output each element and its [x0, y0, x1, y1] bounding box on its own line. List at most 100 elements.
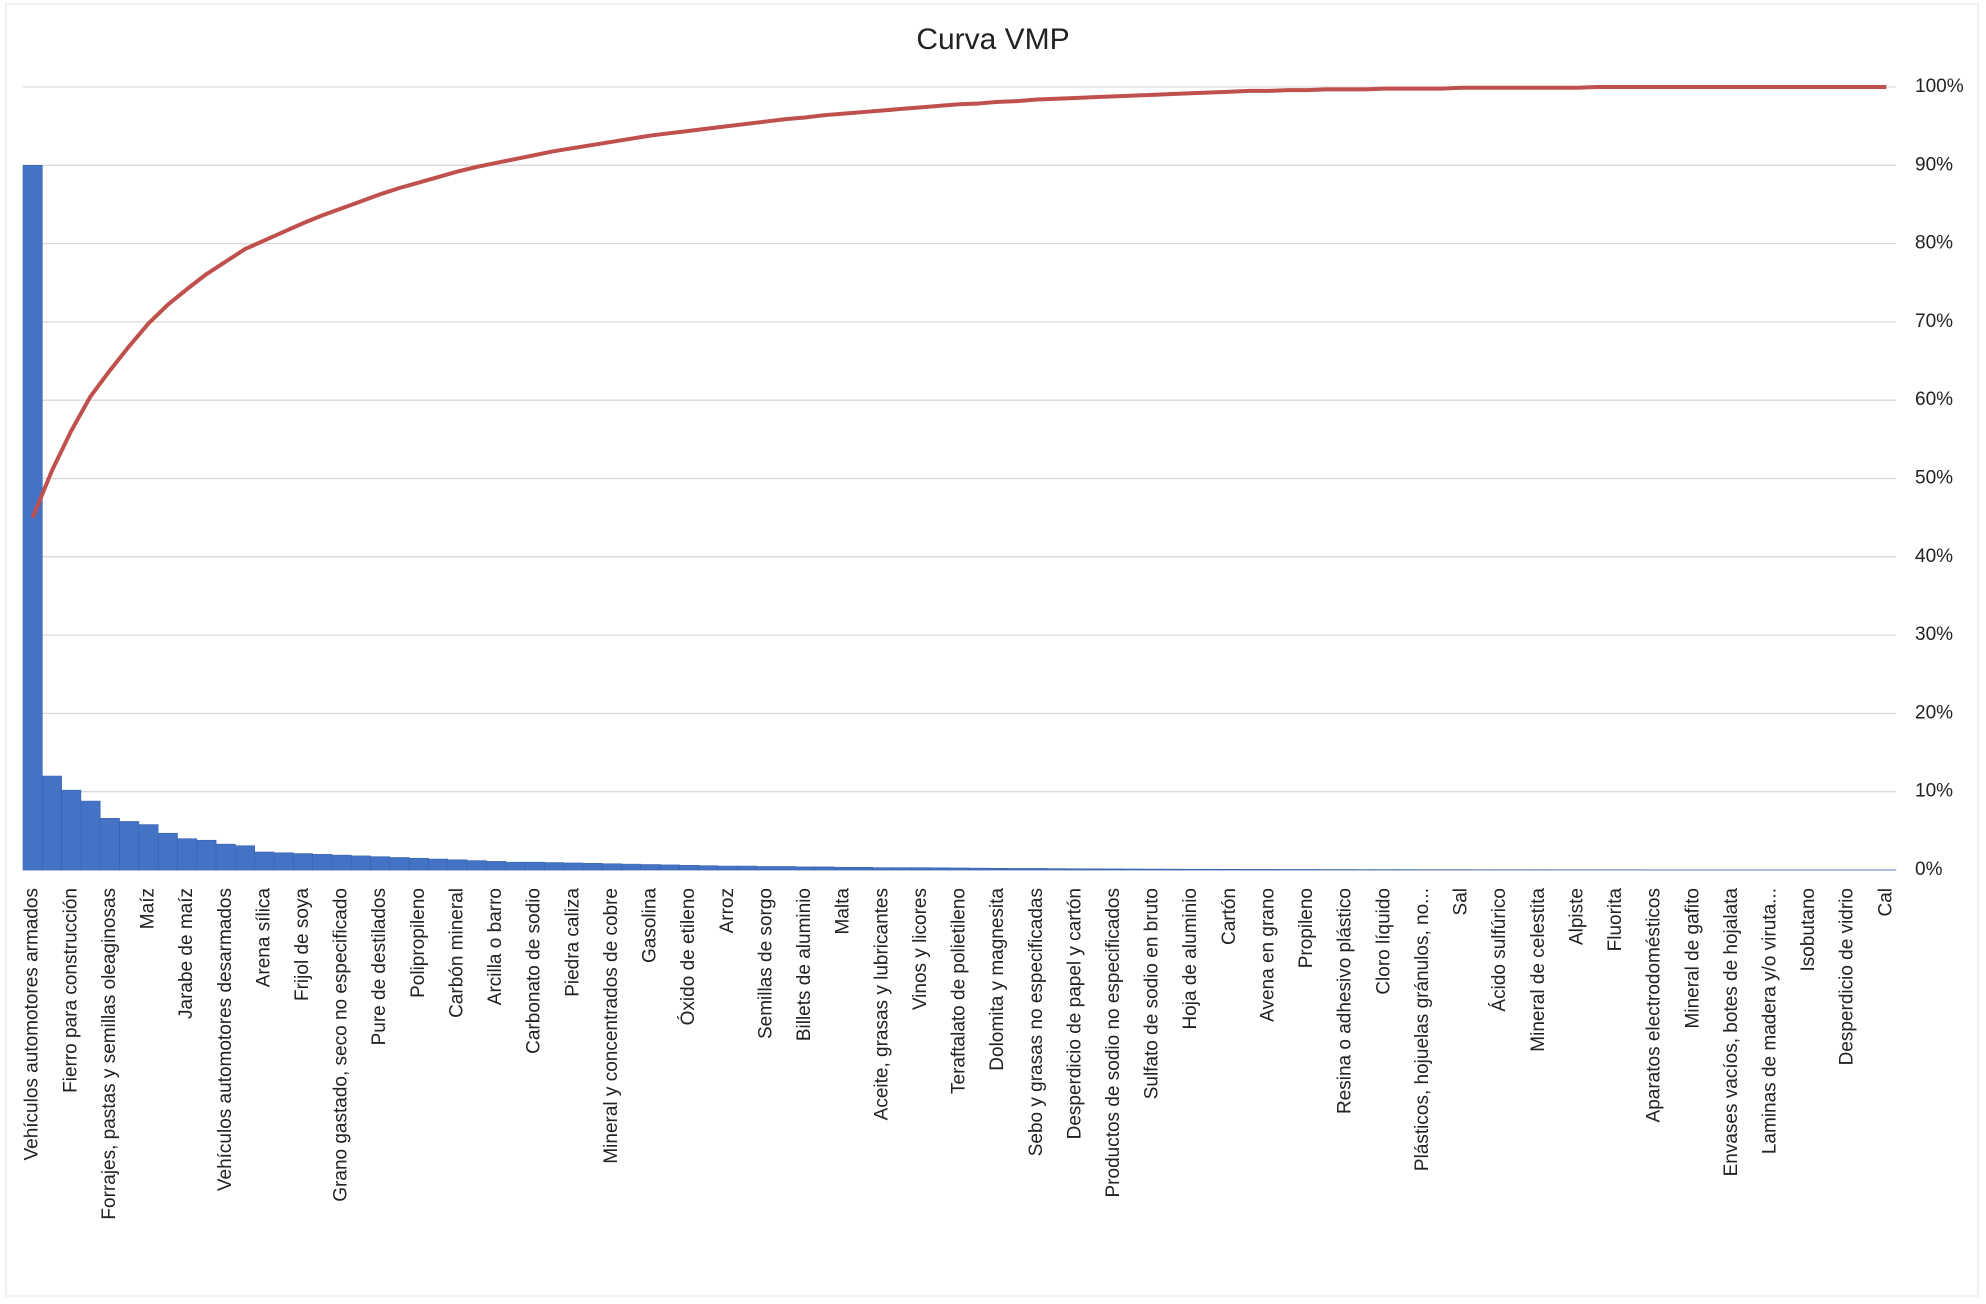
x-tick-label: Laminas de madera y/o viruta...: [1760, 888, 1781, 1154]
x-tick-label: Mineral de celestita: [1528, 888, 1549, 1052]
x-tick-label: Resina o adhesivo plástico: [1335, 888, 1356, 1114]
bar: [640, 864, 661, 871]
bar: [196, 839, 217, 871]
bar: [215, 843, 236, 871]
y-tick-label: 30%: [1915, 624, 1953, 645]
bar: [1046, 868, 1067, 871]
x-tick-label: Jarabe de maíz: [176, 888, 197, 1019]
x-tick-label: Arroz: [717, 888, 738, 933]
x-tick-label: Plásticos, hojuelas gránulos, no...: [1412, 888, 1433, 1171]
x-tick-label: Cartón: [1219, 888, 1240, 945]
bar: [563, 862, 584, 871]
x-tick-label: Forrajes, pastas y semillas oleaginosas: [99, 888, 120, 1220]
y-tick-label: 80%: [1915, 233, 1953, 254]
bar: [891, 867, 912, 871]
x-tick-label: Pure de destilados: [369, 888, 390, 1045]
bar: [988, 867, 1009, 871]
bar: [1026, 868, 1047, 871]
bar: [582, 863, 603, 871]
x-tick-label: Aparatos electrodomésticos: [1644, 888, 1665, 1122]
x-tick-label: Cal: [1875, 888, 1896, 917]
y-tick-label: 20%: [1915, 702, 1953, 723]
x-tick-label: Mineral de gafito: [1682, 888, 1703, 1028]
bar: [1104, 868, 1124, 871]
x-tick-label: Maíz: [138, 888, 159, 929]
x-tick-label: Desperdicio de vidrio: [1837, 888, 1858, 1065]
x-tick-label: Polipropileno: [408, 888, 429, 998]
x-tick-label: Arena sílica: [253, 888, 274, 988]
x-tick-label: Mineral y concentrados de cobre: [601, 888, 622, 1164]
bar: [235, 845, 256, 871]
bar: [601, 863, 622, 871]
x-tick-label: Envases vacíos, botes de hojalata: [1721, 888, 1742, 1177]
bar: [775, 866, 796, 871]
y-tick-label: 100%: [1915, 76, 1964, 97]
x-tick-label: Carbón mineral: [446, 888, 467, 1018]
x-tick-label: Teraftalato de polietileno: [949, 888, 970, 1094]
bar: [1065, 868, 1086, 871]
bar: [1161, 868, 1182, 871]
bar: [872, 867, 893, 871]
bar: [737, 865, 758, 871]
bar: [910, 867, 931, 871]
bar: [389, 857, 410, 871]
x-tick-label: Productos de sodio no especificados: [1103, 888, 1124, 1197]
y-tick-label: 0%: [1915, 859, 1943, 880]
x-tick-label: Carbonato de sodio: [524, 888, 545, 1054]
bar: [1219, 868, 1240, 871]
bar: [42, 775, 62, 871]
y-tick-label: 10%: [1915, 781, 1953, 802]
bar: [428, 858, 449, 871]
bar: [833, 866, 854, 871]
x-tick-label: Fluorita: [1605, 888, 1626, 952]
bar: [795, 866, 815, 871]
bar: [968, 867, 989, 871]
x-tick-label: Dolomita y magnesita: [987, 888, 1008, 1071]
x-tick-label: Hoja de aluminio: [1180, 888, 1201, 1030]
y-tick-label: 60%: [1915, 389, 1953, 410]
bar: [331, 854, 352, 871]
bar: [679, 865, 700, 871]
x-tick-label: Ácido sulfúrico: [1489, 888, 1510, 1012]
bar: [466, 860, 487, 871]
bar: [312, 854, 333, 871]
bar: [1297, 869, 1318, 871]
bar: [852, 866, 873, 871]
bar: [814, 866, 835, 871]
bar: [350, 855, 371, 871]
x-tick-label: Malta: [833, 888, 854, 935]
cumulative-line: [30, 85, 1887, 519]
x-tick-label: Vehículos automotores desarmados: [215, 888, 236, 1191]
y-tick-label: 70%: [1915, 311, 1953, 332]
bar: [119, 821, 140, 871]
x-tick-label: Alpiste: [1566, 888, 1587, 945]
bar: [1142, 868, 1163, 871]
bar: [756, 866, 777, 871]
x-tick-label: Frijol de soya: [292, 888, 313, 1001]
bar: [659, 864, 680, 871]
bar: [1239, 869, 1260, 871]
x-tick-label: Sulfato de sodio en bruto: [1142, 888, 1163, 1099]
x-tick-label: Gasolina: [640, 888, 661, 963]
bar: [447, 859, 468, 871]
bar: [486, 861, 507, 871]
bar: [1084, 868, 1105, 871]
x-tick-label: Cloro líquido: [1373, 888, 1394, 995]
x-tick-label: Semillas de sorgo: [755, 888, 776, 1039]
bar: [1123, 868, 1144, 871]
bar: [1277, 869, 1298, 871]
bar: [621, 863, 642, 871]
y-tick-label: 90%: [1915, 154, 1953, 175]
bar: [505, 861, 526, 871]
bar: [1200, 868, 1221, 871]
x-tick-label: Arcilla o barro: [485, 888, 506, 1005]
bar: [930, 867, 951, 871]
x-tick-label: Propileno: [1296, 888, 1317, 968]
x-tick-label: Aceite, grasas y lubricantes: [871, 888, 892, 1120]
bar: [408, 857, 429, 871]
bar: [273, 852, 294, 871]
y-tick-label: 50%: [1915, 468, 1953, 489]
x-tick-label: Desperdicio de papel y cartón: [1064, 888, 1085, 1139]
bar: [1258, 869, 1279, 871]
